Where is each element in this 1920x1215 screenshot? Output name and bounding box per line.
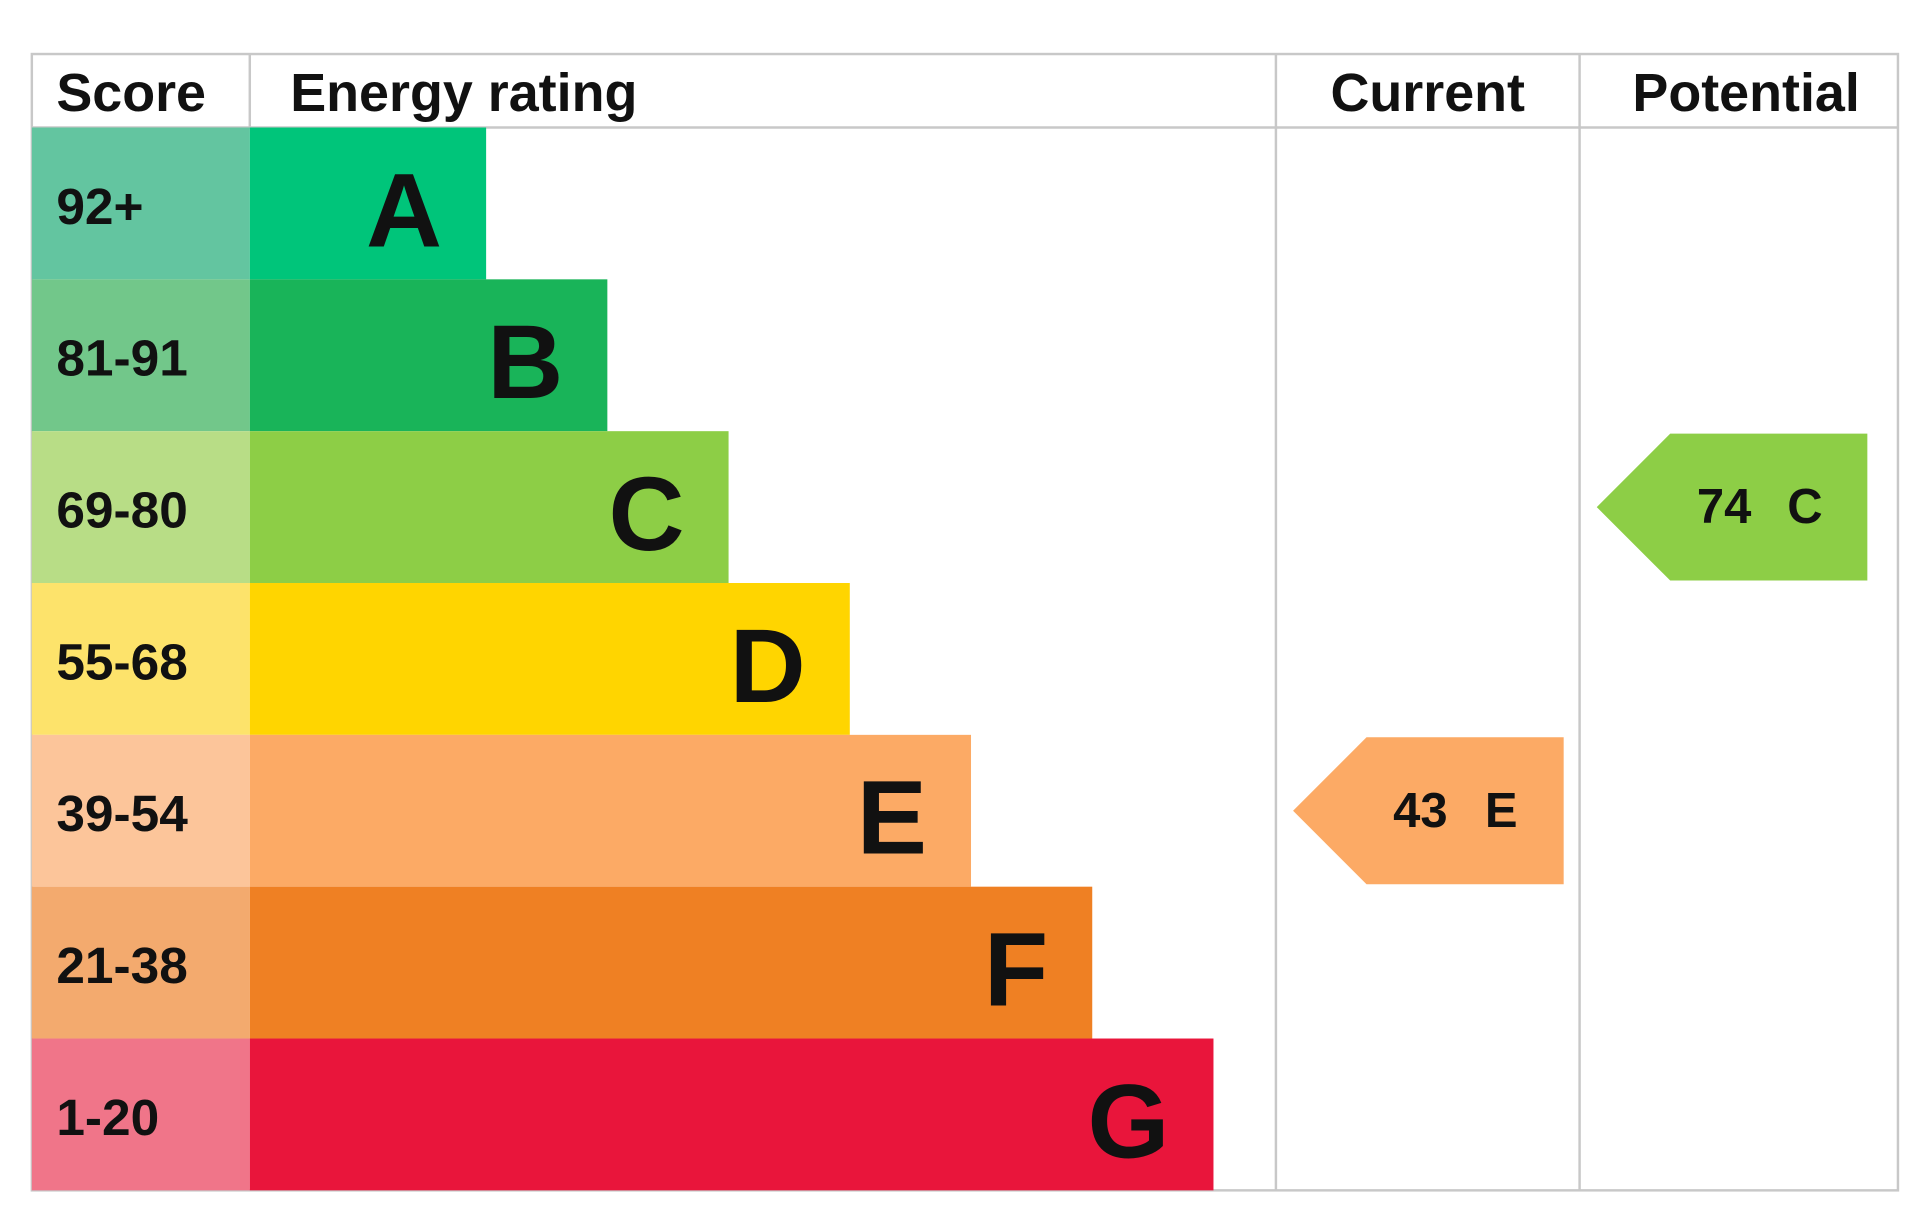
score-cell xyxy=(31,886,250,1039)
rating-bar xyxy=(249,886,1093,1039)
rating-letter: C xyxy=(608,456,684,573)
score-cell xyxy=(31,583,250,735)
rating-bar xyxy=(249,431,729,584)
score-range: 81-91 xyxy=(56,329,187,387)
rating-bar xyxy=(249,583,850,735)
score-range: 1-20 xyxy=(56,1088,159,1146)
potential-rating: C xyxy=(1787,480,1822,534)
score-range: 39-54 xyxy=(56,784,188,842)
rating-letter: D xyxy=(730,608,806,725)
score-cell xyxy=(31,127,250,280)
score-cell xyxy=(31,279,250,432)
potential-score: 74 xyxy=(1697,480,1751,534)
rating-bar xyxy=(249,1038,1214,1191)
potential-arrow xyxy=(1596,433,1868,581)
score-range: 92+ xyxy=(56,177,143,235)
score-range: 55-68 xyxy=(56,632,187,690)
rating-letter: F xyxy=(984,911,1048,1028)
score-range: 21-38 xyxy=(56,936,187,994)
current-score: 43 xyxy=(1393,784,1447,838)
current-rating: E xyxy=(1485,784,1518,838)
rating-bar xyxy=(249,734,972,887)
header-energy-rating: Energy rating xyxy=(290,63,637,123)
header-score: Score xyxy=(56,63,206,123)
rating-bar xyxy=(249,127,487,280)
header-current: Current xyxy=(1330,63,1525,123)
rating-letter: A xyxy=(366,152,442,269)
score-range: 69-80 xyxy=(56,481,187,539)
score-cell xyxy=(31,431,250,584)
rating-bar xyxy=(249,279,608,432)
score-cell xyxy=(31,734,250,887)
score-cell xyxy=(31,1038,250,1191)
header-potential: Potential xyxy=(1632,63,1859,123)
current-arrow xyxy=(1293,737,1564,885)
rating-letter: E xyxy=(857,760,927,877)
rating-letter: G xyxy=(1087,1063,1169,1180)
rating-letter: B xyxy=(487,304,563,421)
